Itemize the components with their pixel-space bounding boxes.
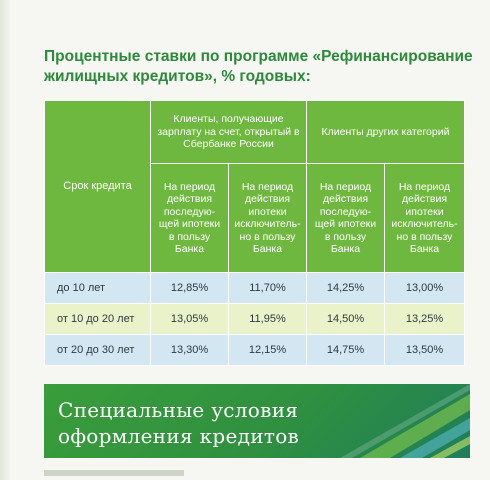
rate-cell: 14,50% bbox=[306, 303, 385, 335]
rate-cell: 13,05% bbox=[150, 303, 229, 335]
rate-cell: 13,50% bbox=[384, 334, 465, 366]
rate-cell: 14,25% bbox=[306, 272, 385, 304]
table-row: от 10 до 20 лет 13,05% 11,95% 14,50% 13,… bbox=[44, 303, 465, 335]
rate-cell: 13,25% bbox=[384, 303, 465, 335]
banner-stripes-decoration bbox=[340, 384, 470, 458]
page-heading: Процентные ставки по программе «Рефинанс… bbox=[44, 47, 473, 87]
term-header: Срок кредита bbox=[44, 100, 151, 273]
term-cell: от 10 до 20 лет bbox=[44, 303, 151, 335]
group-header-salary-clients: Клиенты, получающие зарплату на счет, от… bbox=[150, 100, 307, 164]
rate-cell: 12,15% bbox=[228, 334, 307, 366]
rates-table: Срок кредита Клиенты, получающие зарплат… bbox=[44, 100, 465, 366]
term-cell: до 10 лет bbox=[44, 272, 151, 304]
rate-cell: 11,95% bbox=[228, 303, 307, 335]
subheader-2: На период действия ипотеки исключитель-н… bbox=[228, 163, 307, 273]
rate-cell: 13,00% bbox=[384, 272, 465, 304]
cut-off-text-line bbox=[44, 470, 184, 476]
rate-cell: 12,85% bbox=[150, 272, 229, 304]
banner-title: Специальные условия оформления кредитов bbox=[58, 397, 299, 449]
term-cell: от 20 до 30 лет bbox=[44, 334, 151, 366]
table-header-row-1: Срок кредита Клиенты, получающие зарплат… bbox=[44, 100, 465, 273]
subheader-1: На период действия последую-щей ипотеки … bbox=[150, 163, 229, 273]
subheader-3: На период действия последую-щей ипотеки … bbox=[306, 163, 385, 273]
table-row: до 10 лет 12,85% 11,70% 14,25% 13,00% bbox=[44, 272, 465, 304]
heading-line-2: жилищных кредитов», % годовых: bbox=[44, 68, 311, 85]
subheader-4: На период действия ипотеки исключитель-н… bbox=[384, 163, 465, 273]
rate-cell: 13,30% bbox=[150, 334, 229, 366]
banner-title-line-2: оформления кредитов bbox=[58, 424, 300, 448]
table-header-row-2: На период действия последую-щей ипотеки … bbox=[45, 163, 465, 273]
group-header-other-clients: Клиенты других категорий bbox=[306, 100, 465, 164]
rate-cell: 14,75% bbox=[306, 334, 385, 366]
heading-line-1: Процентные ставки по программе «Рефинанс… bbox=[44, 48, 473, 65]
page-edge-stripe bbox=[0, 0, 10, 480]
banner-title-line-1: Специальные условия bbox=[58, 398, 299, 422]
table-row: от 20 до 30 лет 13,30% 12,15% 14,75% 13,… bbox=[44, 334, 465, 366]
section-banner: Специальные условия оформления кредитов bbox=[44, 384, 470, 458]
rate-cell: 11,70% bbox=[228, 272, 307, 304]
